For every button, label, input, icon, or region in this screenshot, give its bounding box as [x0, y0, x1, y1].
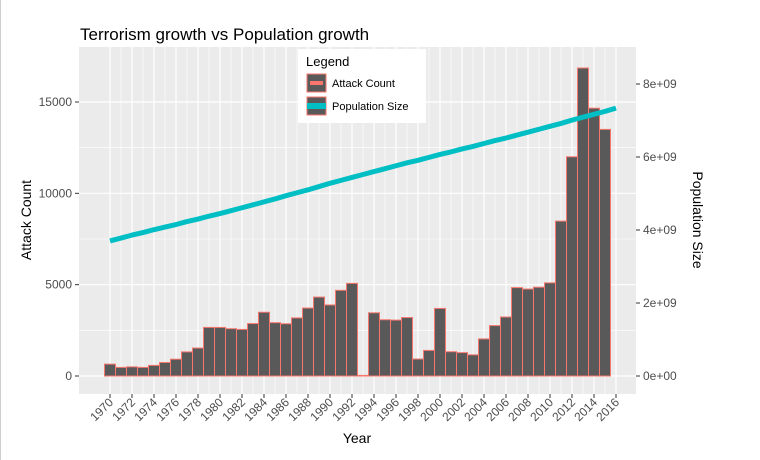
bar-1970 — [104, 363, 116, 377]
x-axis-title: Year — [343, 430, 372, 446]
bar-2000 — [434, 307, 446, 377]
bar-2009 — [533, 286, 545, 377]
legend-label-population-size: Population Size — [332, 101, 408, 113]
legend-label-attack-count: Attack Count — [332, 78, 395, 90]
legend-key-attack-count-line — [310, 81, 323, 85]
bar-2015 — [599, 128, 611, 377]
bar-1977 — [181, 351, 193, 377]
bar-1979 — [203, 326, 215, 377]
bar-1997 — [401, 317, 413, 377]
y-tick-label: 10000 — [39, 186, 73, 200]
bar-1983 — [247, 323, 259, 377]
chart-title: Terrorism growth vs Population growth — [80, 25, 369, 44]
bar-1976 — [170, 358, 182, 377]
bar-2014 — [588, 107, 600, 377]
population-size-line — [109, 105, 617, 244]
bar-1971 — [115, 366, 127, 377]
bar-1978 — [192, 347, 204, 377]
bar-2011 — [555, 220, 567, 377]
bar-1987 — [291, 317, 303, 377]
bar-1995 — [379, 319, 391, 377]
bar-1981 — [225, 328, 237, 377]
bar-1998 — [412, 358, 424, 377]
bar-2003 — [467, 354, 479, 377]
bar-2002 — [456, 352, 468, 377]
bar-2006 — [500, 316, 512, 377]
bar-2008 — [522, 288, 534, 377]
bar-1990 — [324, 304, 336, 377]
legend-title: Legend — [306, 54, 349, 69]
bar-1972 — [126, 366, 138, 377]
left-edge-line — [0, 0, 1, 460]
y-axis-title: Attack Count — [18, 180, 34, 260]
y2-tick-label: 6e+09 — [643, 150, 677, 164]
bar-1986 — [280, 323, 292, 377]
bar-1973 — [137, 366, 149, 377]
bar-2007 — [511, 287, 523, 377]
bar-1992 — [346, 282, 358, 377]
y2-tick-label: 2e+09 — [643, 296, 677, 310]
bar-2005 — [489, 325, 501, 377]
y2-axis-title: Population Size — [690, 171, 706, 269]
bar-2010 — [544, 282, 556, 377]
bar-1985 — [269, 322, 281, 377]
y-tick-label: 15000 — [39, 95, 73, 109]
bar-1980 — [214, 326, 226, 377]
bar-1999 — [423, 349, 435, 377]
y-tick-label: 5000 — [45, 278, 72, 292]
y2-tick-label: 8e+09 — [643, 77, 677, 91]
population-line-layer — [109, 105, 617, 244]
bar-1984 — [258, 311, 270, 377]
legend: Legend Attack Count Population Size — [298, 49, 426, 123]
bar-1975 — [159, 361, 171, 377]
bar-1982 — [236, 328, 248, 377]
bar-1989 — [313, 296, 325, 377]
legend-key-population-size-line — [307, 103, 326, 109]
y2-tick-label: 0e+00 — [643, 369, 677, 383]
bar-1991 — [335, 289, 347, 377]
bar-1988 — [302, 307, 314, 377]
bars — [104, 67, 611, 377]
bar-1994 — [368, 312, 380, 377]
bar-2004 — [478, 338, 490, 377]
bar-1974 — [148, 364, 160, 377]
y2-tick-label: 4e+09 — [643, 223, 677, 237]
bar-1996 — [390, 319, 402, 377]
bar-1993 — [357, 374, 369, 377]
bar-2012 — [566, 156, 578, 377]
y-tick-label: 0 — [65, 369, 72, 383]
bar-2001 — [445, 351, 457, 377]
